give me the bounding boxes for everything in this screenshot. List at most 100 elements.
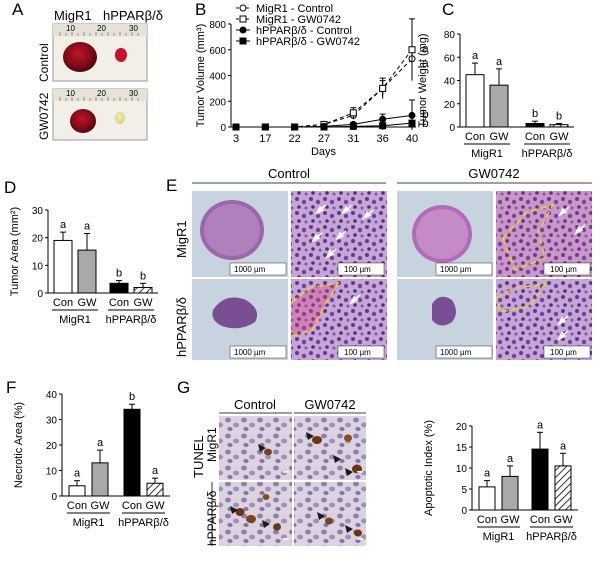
bar xyxy=(109,282,129,294)
data-point xyxy=(349,109,357,117)
y-tick-label: 10 xyxy=(456,464,468,475)
legend-label: hPPARβ/δ - Control xyxy=(256,25,352,37)
y-tick-label: 15 xyxy=(456,443,468,454)
x-tick-label: GW xyxy=(550,131,570,143)
scalebar-label: 1000 µm xyxy=(234,265,266,274)
panel-g-images xyxy=(211,412,366,546)
panel-letter-e: E xyxy=(166,176,178,195)
significance-letter: a xyxy=(537,419,544,431)
data-point xyxy=(379,84,387,92)
panel-a-images xyxy=(52,23,148,141)
bar xyxy=(549,124,569,128)
x-tick-label: GW xyxy=(134,297,154,309)
panel-e-images xyxy=(192,182,592,360)
scalebar-label: 1000 µm xyxy=(234,348,266,357)
data-point xyxy=(408,119,416,127)
x-tick-label: 22 xyxy=(289,133,301,145)
significance-letter: a xyxy=(422,41,429,55)
y-axis-label: Tumor Area (mm²) xyxy=(9,207,21,296)
ruler-num: 20 xyxy=(97,89,106,98)
y-tick-label: 30 xyxy=(46,416,58,427)
x-tick-label: GW xyxy=(501,514,521,526)
y-tick-label: 20 xyxy=(46,441,58,452)
bar xyxy=(478,486,496,511)
y-tick-label: 0 xyxy=(51,492,57,503)
x-tick-label: Con xyxy=(525,131,545,143)
panel-a-row-label: GW0742 xyxy=(37,92,51,140)
legend-label: MigR1 - Control xyxy=(256,3,333,15)
data-point xyxy=(379,115,387,123)
bar xyxy=(77,249,97,294)
significance-letter: b xyxy=(116,268,122,280)
data-point xyxy=(261,123,269,131)
y-tick-label: 20 xyxy=(32,234,44,245)
x-tick-label: Con xyxy=(530,514,550,526)
significance-letter: a xyxy=(84,221,91,233)
bar xyxy=(91,462,109,497)
ruler-ticks xyxy=(59,32,139,101)
group-label: hPPARβ/δ xyxy=(522,148,573,160)
y-tick-label: 800 xyxy=(209,20,226,31)
tumor-hppar-gw xyxy=(115,112,125,124)
scalebar-label: 100 µm xyxy=(344,265,371,274)
x-tick-label: GW xyxy=(554,514,574,526)
group-label: MigR1 xyxy=(59,314,91,326)
bar xyxy=(133,286,153,294)
y-tick-label: 0 xyxy=(449,123,455,134)
panel-g-col-label: Control xyxy=(234,397,276,412)
bar xyxy=(146,482,164,497)
chart-f: 0 10 20 30 40 Necrotic Area (%) a Con a GW b Con a GW… xyxy=(13,390,170,529)
data-point xyxy=(239,15,247,23)
x-tick-label: 27 xyxy=(318,133,330,145)
panel-letter-c: C xyxy=(442,0,455,19)
x-tick-label: GW xyxy=(78,297,98,309)
data-point xyxy=(239,37,247,45)
bar xyxy=(465,74,485,128)
x-tick-label: 17 xyxy=(259,133,271,145)
panel-a-row-label: Control xyxy=(37,43,51,82)
scalebar-label: 1000 µm xyxy=(440,348,472,357)
tumor-hppar-control xyxy=(115,48,127,62)
x-tick-label: Con xyxy=(477,514,497,526)
panel-g-row-label: hPPARβ/δ xyxy=(205,490,219,546)
y-tick-label: 200 xyxy=(209,97,226,108)
bar xyxy=(501,475,519,511)
panel-g-row-label: MigR1 xyxy=(205,427,219,462)
panel-a-col-label: MigR1 xyxy=(54,8,92,23)
significance-letter: b xyxy=(422,107,429,121)
panel-letter-d: D xyxy=(4,178,17,197)
data-point xyxy=(239,4,247,12)
tumor-migr1-gw xyxy=(70,109,96,133)
bar xyxy=(554,465,572,511)
group-label: hPPARβ/δ xyxy=(526,531,577,543)
y-axis-label: Necrotic Area (%) xyxy=(13,402,25,488)
x-tick-label: 40 xyxy=(406,133,418,145)
y-axis-label: Apoptotic Index (%) xyxy=(423,420,435,516)
ruler-num: 30 xyxy=(129,89,138,98)
bar xyxy=(53,239,73,294)
y-tick-label: 10 xyxy=(46,467,58,478)
y-tick-label: 0 xyxy=(37,289,43,300)
y-tick-label: 80 xyxy=(444,30,456,41)
x-tick-label: Con xyxy=(465,131,485,143)
ruler-num: 20 xyxy=(97,24,106,33)
x-tick-label: GW xyxy=(146,500,166,512)
panel-e-col-label: Control xyxy=(268,166,310,181)
ruler-num: 10 xyxy=(66,89,75,98)
panel-letter-f: F xyxy=(6,378,17,397)
y-tick-label: 600 xyxy=(209,46,226,57)
significance-letter: a xyxy=(60,219,67,231)
data-point xyxy=(379,122,387,130)
chart-b: 0 200 400 600 800 3 17 22 27 31 36 40 Days Tumor Volu… xyxy=(195,3,429,158)
panel-a-col-label: hPPARβ/δ xyxy=(103,8,163,23)
panel-e-row-label: hPPARβ/δ xyxy=(174,297,189,357)
data-point xyxy=(239,26,247,34)
group-label: hPPARβ/δ xyxy=(118,517,169,529)
x-tick-label: GW xyxy=(490,131,510,143)
group-label: hPPARβ/δ xyxy=(106,314,157,326)
significance-letter: a xyxy=(74,468,81,480)
significance-letter: b xyxy=(422,116,429,130)
significance-letter: b xyxy=(532,108,538,120)
significance-letter: a xyxy=(152,465,159,477)
